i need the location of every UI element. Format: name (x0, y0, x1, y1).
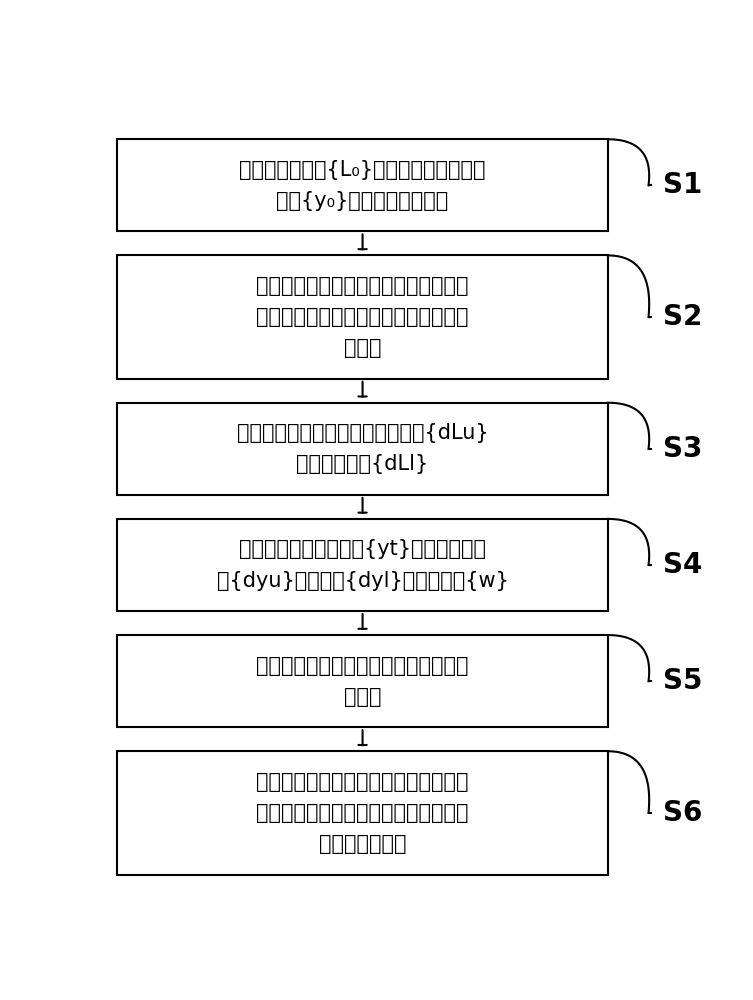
Text: ，得出各拉索拉拔量和控制项的最终值: ，得出各拉索拉拔量和控制项的最终值 (256, 803, 469, 823)
Text: 按索长分次依次对拉索进行张拉一定长: 按索长分次依次对拉索进行张拉一定长 (256, 276, 469, 296)
Text: S1: S1 (663, 171, 703, 199)
Text: 获取拉索的索长{L₀}，设定各控制项的初: 获取拉索的索长{L₀}，设定各控制项的初 (239, 160, 486, 180)
Bar (117, 403, 608, 495)
Text: 和最大放张量{dLl}: 和最大放张量{dLl} (297, 454, 428, 474)
Text: 确定各控制项的目标值{yt}、允许的正偏: 确定各控制项的目标值{yt}、允许的正偏 (239, 539, 486, 559)
Text: S2: S2 (663, 303, 703, 331)
Text: 差{dyu}、负偏差{dyl}和权重系数{w}: 差{dyu}、负偏差{dyl}和权重系数{w} (217, 571, 508, 591)
Text: S3: S3 (663, 435, 703, 463)
Text: S5: S5 (663, 667, 703, 695)
Bar (117, 519, 608, 611)
Text: 根据所需达到的优化目标，确定优化目: 根据所需达到的优化目标，确定优化目 (256, 656, 469, 676)
Text: ，进行拉索调整: ，进行拉索调整 (319, 834, 407, 854)
Bar (117, 139, 608, 231)
Text: 确定各索长调整允许的最大拔出量{dLu}: 确定各索长调整允许的最大拔出量{dLu} (236, 423, 489, 443)
Bar (117, 255, 608, 379)
Text: 根据优化目标函数，限定具体约束条件: 根据优化目标函数，限定具体约束条件 (256, 772, 469, 792)
Bar (117, 635, 608, 727)
Bar (117, 751, 608, 875)
Text: 始值{y₀}，建立有限元模型: 始值{y₀}，建立有限元模型 (276, 191, 449, 211)
Text: 响矩阵: 响矩阵 (344, 338, 381, 358)
Text: 标函数: 标函数 (344, 687, 381, 707)
Text: S4: S4 (663, 551, 703, 579)
Text: S6: S6 (663, 799, 703, 827)
Text: 度，计算控制项的变化量，得到索长影: 度，计算控制项的变化量，得到索长影 (256, 307, 469, 327)
